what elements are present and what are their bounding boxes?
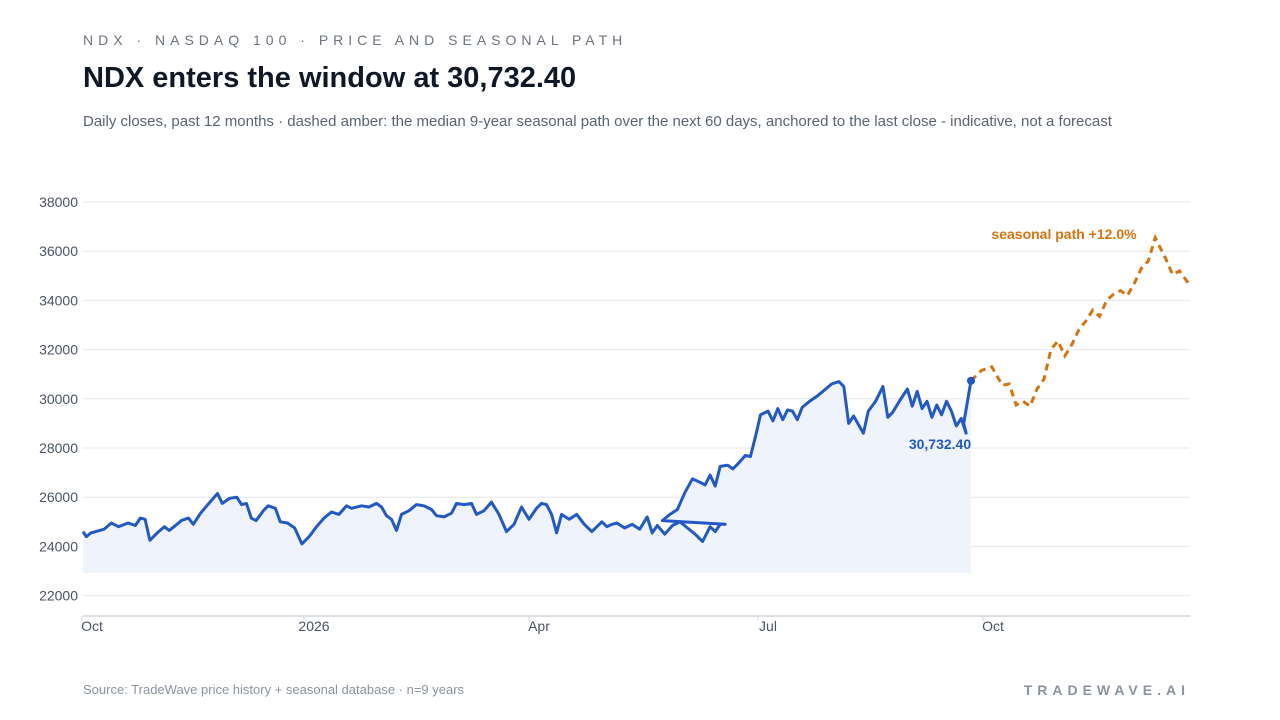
seasonal-path-label: seasonal path +12.0%: [991, 226, 1137, 242]
y-tick-label: 32000: [39, 342, 78, 358]
source-note: Source: TradeWave price history + season…: [83, 682, 465, 697]
y-tick-label: 36000: [39, 243, 78, 259]
chart-subtitle: Daily closes, past 12 months · dashed am…: [83, 113, 1112, 130]
x-tick-label: 2026: [298, 618, 329, 634]
y-tick-label: 34000: [39, 292, 78, 308]
price-area: [83, 380, 971, 573]
x-tick-label: Oct: [81, 618, 103, 634]
x-tick-label: Oct: [982, 618, 1004, 634]
y-tick-label: 22000: [39, 588, 78, 604]
chart-title: NDX enters the window at 30,732.40: [83, 62, 577, 94]
last-close-marker: [966, 376, 975, 385]
x-tick-label: Jul: [759, 618, 777, 634]
chart-eyebrow: NDX · NASDAQ 100 · PRICE AND SEASONAL PA…: [83, 32, 628, 48]
last-close-label: 30,732.40: [909, 436, 971, 452]
price-line: [81, 380, 973, 546]
y-tick-label: 30000: [39, 391, 78, 407]
seasonal-line: [969, 233, 1192, 409]
y-tick-label: 38000: [39, 194, 78, 210]
x-tick-label: Apr: [528, 618, 550, 634]
y-tick-label: 28000: [39, 440, 78, 456]
y-tick-label: 24000: [39, 538, 78, 554]
brand-logo: TRADEWAVE.AI: [1023, 682, 1190, 698]
y-tick-label: 26000: [39, 489, 78, 505]
